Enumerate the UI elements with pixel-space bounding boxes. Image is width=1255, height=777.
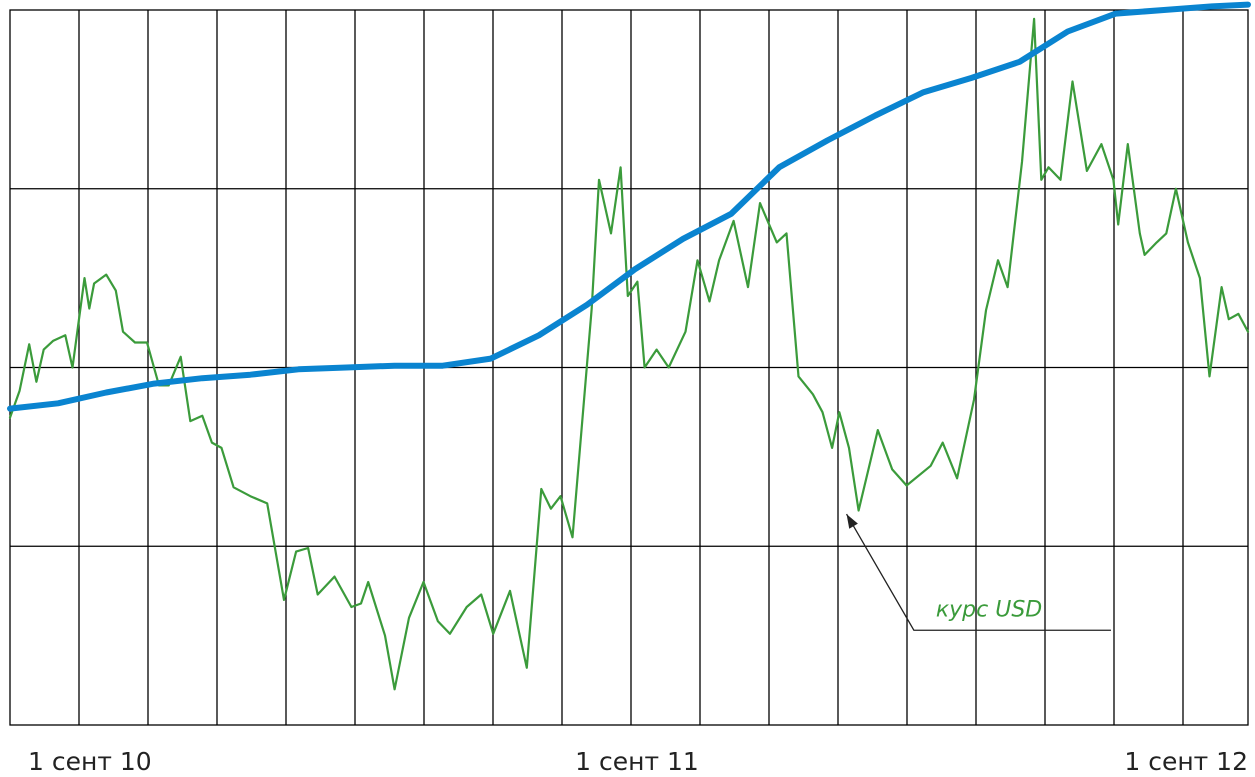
series-line-trend <box>7 1 1251 412</box>
annotation-leader-line <box>845 513 1111 631</box>
annotation-group: курс USD <box>845 513 1111 631</box>
series-line-usd <box>8 17 1250 691</box>
x-tick-label-2011: 1 сент 11 <box>575 747 699 776</box>
annotation-arrowhead <box>846 514 858 529</box>
annotation-label-usd: курс USD <box>936 597 1042 622</box>
grid <box>9 9 1249 726</box>
x-tick-label-2012: 1 сент 12 <box>1124 747 1248 776</box>
x-tick-label-2010: 1 сент 10 <box>28 747 152 776</box>
series-group <box>7 1 1251 691</box>
x-tick-labels: 1 сент 10 1 сент 11 1 сент 12 <box>28 747 1248 776</box>
